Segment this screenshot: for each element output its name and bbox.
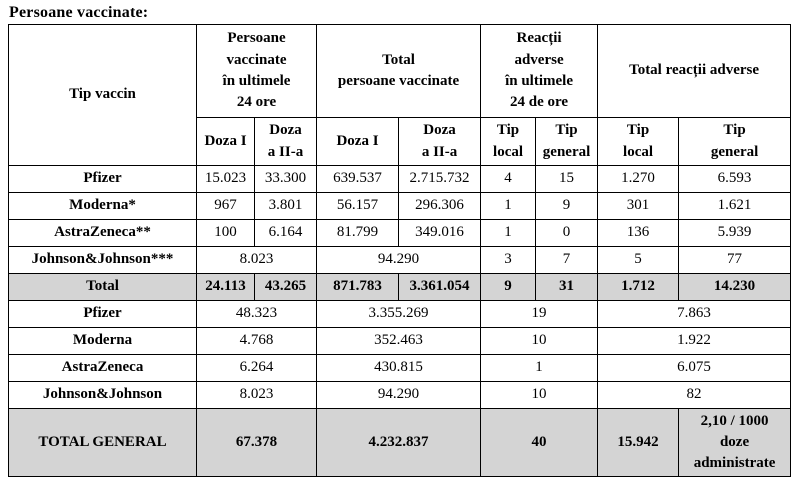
cell-local-total: 5 bbox=[597, 246, 680, 274]
table-row-johnson-combined: Johnson&Johnson 8.023 94.290 10 82 bbox=[8, 381, 792, 409]
cell-general-24h: 15 bbox=[535, 165, 599, 193]
cell-rate-per-1000-doses: 2,10 / 1000 doze administrate bbox=[678, 408, 792, 477]
cell-doza1-24h: 967 bbox=[196, 192, 255, 220]
cell-doza2-24h: 33.300 bbox=[253, 165, 318, 193]
cell-reactions-24h: 10 bbox=[480, 327, 599, 355]
cell-doses-24h: 4.768 bbox=[195, 327, 318, 355]
cell-doza1-total: 871.783 bbox=[316, 273, 400, 301]
cell-doza2-total: 296.306 bbox=[398, 192, 482, 220]
vaccination-table: Tip vaccin Persoane vaccinate în ultimel… bbox=[8, 24, 792, 477]
vaccine-name: Johnson&Johnson bbox=[8, 381, 197, 409]
column-header-tip-general-24h: Tip general bbox=[535, 117, 599, 166]
cell-reactions-24h: 10 bbox=[480, 381, 599, 409]
cell-reactions-local-total: 15.942 bbox=[597, 408, 680, 477]
cell-doza2-total: 2.715.732 bbox=[398, 165, 482, 193]
cell-doses-total: 94.290 bbox=[316, 381, 482, 409]
cell-doza2-24h: 3.801 bbox=[253, 192, 318, 220]
column-group-reactions-24h: Reacții adverse în ultimele 24 de ore bbox=[480, 24, 599, 118]
header-sub-row: Doza I Doza a II-a Doza I Doza a II-a Ti… bbox=[9, 117, 792, 166]
cell-general-total: 6.593 bbox=[678, 165, 792, 193]
cell-doses-total: 3.355.269 bbox=[316, 300, 482, 328]
vaccine-name: Pfizer bbox=[8, 300, 197, 328]
column-header-doza2-total: Doza a II-a bbox=[398, 117, 482, 166]
column-header-tip-vaccin: Tip vaccin bbox=[8, 24, 197, 166]
table-row-moderna-combined: Moderna 4.768 352.463 10 1.922 bbox=[8, 327, 792, 355]
cell-local-24h: 1 bbox=[480, 192, 537, 220]
cell-local-total: 136 bbox=[597, 219, 680, 247]
table-row-pfizer: Pfizer 15.023 33.300 639.537 2.715.732 4… bbox=[8, 165, 792, 193]
cell-doza2-total: 349.016 bbox=[398, 219, 482, 247]
cell-general-24h: 7 bbox=[535, 246, 599, 274]
table-row-astrazeneca: AstraZeneca** 100 6.164 81.799 349.016 1… bbox=[8, 219, 792, 247]
cell-doza1-24h: 100 bbox=[196, 219, 255, 247]
cell-doza2-24h: 6.164 bbox=[253, 219, 318, 247]
total-label: Total bbox=[8, 273, 197, 301]
cell-local-24h: 4 bbox=[480, 165, 537, 193]
total-general-label: TOTAL GENERAL bbox=[8, 408, 197, 477]
table-row-johnson: Johnson&Johnson*** 8.023 94.290 3 7 5 77 bbox=[8, 246, 792, 274]
cell-doses-24h: 67.378 bbox=[195, 408, 318, 477]
cell-doses-24h: 8.023 bbox=[195, 246, 318, 274]
cell-local-total: 301 bbox=[597, 192, 680, 220]
cell-local-24h: 1 bbox=[480, 219, 537, 247]
cell-reactions-24h: 1 bbox=[480, 354, 599, 382]
vaccine-name: Moderna bbox=[8, 327, 197, 355]
column-group-vaccinated-24h: Persoane vaccinate în ultimele 24 ore bbox=[195, 24, 318, 118]
column-header-tip-local-24h: Tip local bbox=[480, 117, 537, 166]
vaccine-name: Moderna* bbox=[8, 192, 197, 220]
column-header-tip-general-total: Tip general bbox=[678, 117, 792, 166]
cell-reactions-total: 1.922 bbox=[597, 327, 792, 355]
cell-reactions-total: 6.075 bbox=[597, 354, 792, 382]
column-group-vaccinated-total: Total persoane vaccinate bbox=[316, 24, 482, 118]
cell-general-24h: 9 bbox=[535, 192, 599, 220]
header-group-row: Tip vaccin Persoane vaccinate în ultimel… bbox=[8, 24, 792, 166]
cell-general-total: 77 bbox=[678, 246, 792, 274]
cell-local-24h: 9 bbox=[480, 273, 537, 301]
cell-general-total: 5.939 bbox=[678, 219, 792, 247]
cell-doza1-24h: 15.023 bbox=[196, 165, 255, 193]
cell-doses-24h: 48.323 bbox=[195, 300, 318, 328]
cell-local-total: 1.270 bbox=[597, 165, 680, 193]
table-row-moderna: Moderna* 967 3.801 56.157 296.306 1 9 30… bbox=[8, 192, 792, 220]
vaccine-name: AstraZeneca** bbox=[8, 219, 197, 247]
column-header-doza1-24h: Doza I bbox=[196, 117, 255, 166]
cell-doza1-total: 639.537 bbox=[316, 165, 400, 193]
column-header-doza1-total: Doza I bbox=[316, 117, 400, 166]
cell-reactions-24h: 40 bbox=[480, 408, 599, 477]
column-header-tip-local-total: Tip local bbox=[597, 117, 680, 166]
vaccine-name: Pfizer bbox=[8, 165, 197, 193]
cell-reactions-total: 7.863 bbox=[597, 300, 792, 328]
table-row-astrazeneca-combined: AstraZeneca 6.264 430.815 1 6.075 bbox=[8, 354, 792, 382]
cell-general-24h: 31 bbox=[535, 273, 599, 301]
cell-doza1-24h: 24.113 bbox=[196, 273, 255, 301]
cell-doza1-total: 56.157 bbox=[316, 192, 400, 220]
cell-doses-total: 430.815 bbox=[316, 354, 482, 382]
cell-doses-total: 352.463 bbox=[316, 327, 482, 355]
column-group-reactions-total: Total reacții adverse bbox=[597, 24, 792, 118]
cell-doses-total: 94.290 bbox=[316, 246, 482, 274]
cell-doses-24h: 8.023 bbox=[195, 381, 318, 409]
table-row-total: Total 24.113 43.265 871.783 3.361.054 9 … bbox=[8, 273, 792, 301]
cell-doza2-24h: 43.265 bbox=[253, 273, 318, 301]
cell-doses-24h: 6.264 bbox=[195, 354, 318, 382]
table-row-pfizer-combined: Pfizer 48.323 3.355.269 19 7.863 bbox=[8, 300, 792, 328]
column-header-doza2-24h: Doza a II-a bbox=[253, 117, 318, 166]
vaccine-name: Johnson&Johnson*** bbox=[8, 246, 197, 274]
cell-local-24h: 3 bbox=[480, 246, 537, 274]
cell-doses-total: 4.232.837 bbox=[316, 408, 482, 477]
cell-general-total: 1.621 bbox=[678, 192, 792, 220]
cell-general-24h: 0 bbox=[535, 219, 599, 247]
cell-doza1-total: 81.799 bbox=[316, 219, 400, 247]
vaccine-name: AstraZeneca bbox=[8, 354, 197, 382]
cell-reactions-24h: 19 bbox=[480, 300, 599, 328]
cell-doza2-total: 3.361.054 bbox=[398, 273, 482, 301]
cell-general-total: 14.230 bbox=[678, 273, 792, 301]
page-title: Persoane vaccinate: bbox=[9, 4, 149, 21]
cell-local-total: 1.712 bbox=[597, 273, 680, 301]
cell-reactions-total: 82 bbox=[597, 381, 792, 409]
table-row-total-general: TOTAL GENERAL 67.378 4.232.837 40 15.942… bbox=[8, 408, 792, 477]
